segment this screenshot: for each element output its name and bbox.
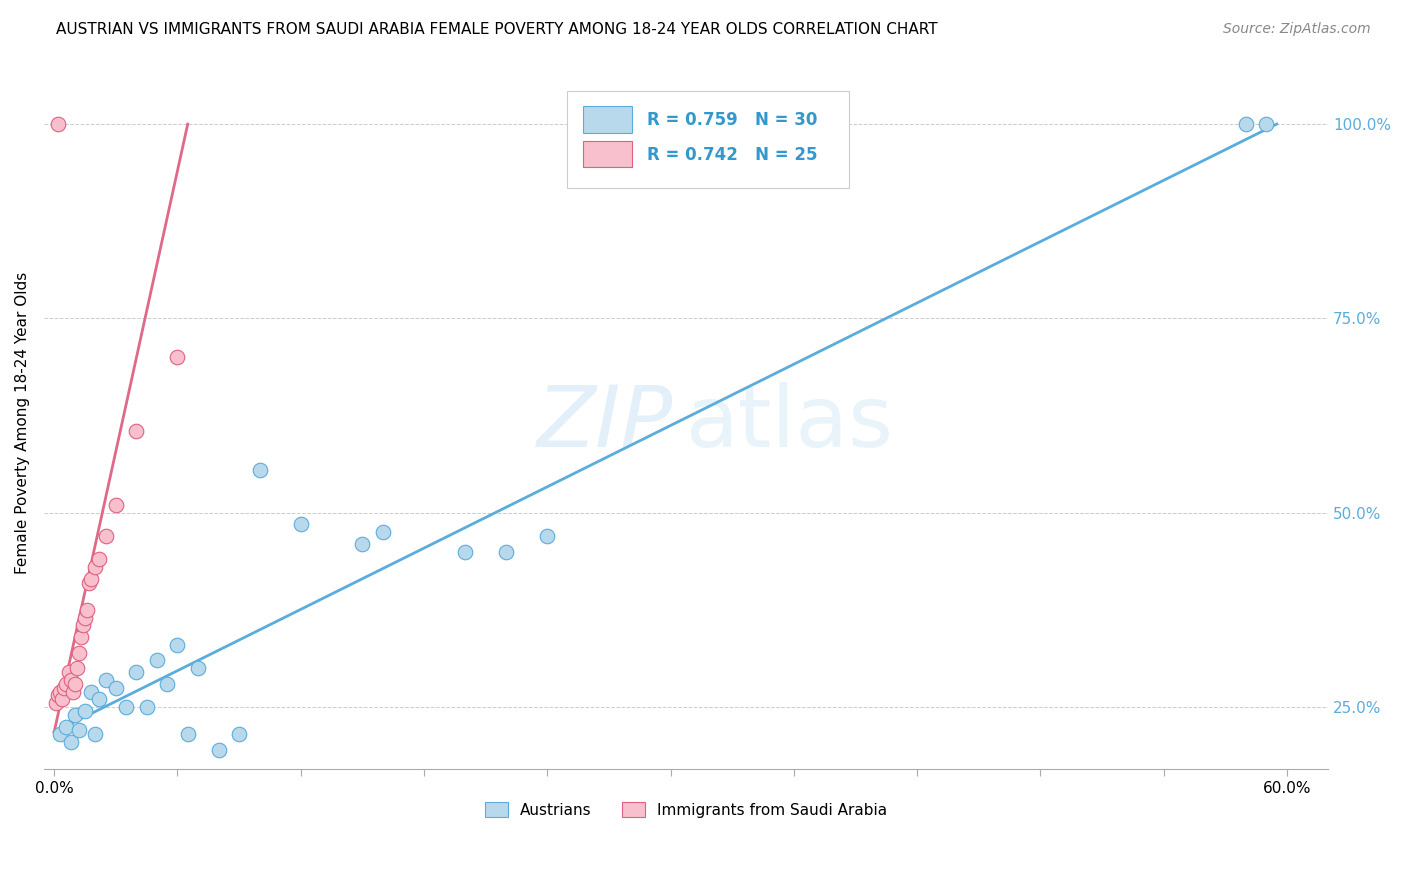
- Point: [135, 700, 157, 714]
- Point: [63, 677, 86, 691]
- Point: [77, 575, 100, 590]
- Point: [89, 692, 111, 706]
- Point: [59, 673, 82, 687]
- Point: [166, 638, 188, 652]
- Text: R = 0.759   N = 30: R = 0.759 N = 30: [648, 112, 818, 129]
- Point: [824, 117, 846, 131]
- Text: Source: ZipAtlas.com: Source: ZipAtlas.com: [1223, 22, 1371, 37]
- Point: [55, 720, 77, 734]
- Point: [207, 743, 229, 757]
- Point: [45, 696, 67, 710]
- Point: [63, 707, 86, 722]
- Text: AUSTRIAN VS IMMIGRANTS FROM SAUDI ARABIA FEMALE POVERTY AMONG 18-24 YEAR OLDS CO: AUSTRIAN VS IMMIGRANTS FROM SAUDI ARABIA…: [56, 22, 938, 37]
- Point: [177, 727, 200, 741]
- Point: [94, 673, 117, 687]
- Point: [228, 727, 250, 741]
- Bar: [567, 91, 849, 188]
- Point: [249, 463, 271, 477]
- Point: [166, 351, 188, 365]
- Point: [53, 681, 76, 695]
- Point: [66, 661, 89, 675]
- Point: [46, 689, 69, 703]
- Point: [84, 727, 107, 741]
- Point: [495, 544, 517, 558]
- Point: [62, 684, 84, 698]
- Point: [89, 552, 111, 566]
- Point: [46, 117, 69, 131]
- Point: [49, 684, 72, 698]
- Text: ZIP: ZIP: [537, 382, 673, 465]
- Point: [352, 537, 374, 551]
- Point: [1234, 117, 1257, 131]
- Point: [80, 572, 103, 586]
- Point: [125, 665, 148, 680]
- Point: [156, 677, 179, 691]
- Point: [115, 700, 138, 714]
- Point: [94, 529, 117, 543]
- Point: [55, 677, 77, 691]
- Point: [146, 653, 169, 667]
- Point: [371, 525, 394, 540]
- Point: [290, 517, 312, 532]
- Point: [70, 630, 93, 644]
- Legend: Austrians, Immigrants from Saudi Arabia: Austrians, Immigrants from Saudi Arabia: [478, 796, 893, 824]
- Point: [104, 681, 127, 695]
- Point: [51, 692, 73, 706]
- Point: [67, 723, 90, 738]
- Point: [125, 424, 148, 438]
- Point: [1256, 117, 1278, 131]
- Point: [73, 704, 96, 718]
- Point: [67, 646, 90, 660]
- Point: [104, 498, 127, 512]
- Point: [536, 529, 558, 543]
- Point: [454, 544, 477, 558]
- Point: [76, 603, 98, 617]
- Text: atlas: atlas: [686, 382, 894, 465]
- Point: [73, 611, 96, 625]
- Bar: [583, 106, 633, 133]
- Text: R = 0.742   N = 25: R = 0.742 N = 25: [648, 146, 818, 164]
- Point: [59, 735, 82, 749]
- Y-axis label: Female Poverty Among 18-24 Year Olds: Female Poverty Among 18-24 Year Olds: [15, 272, 30, 574]
- Point: [72, 618, 94, 632]
- Bar: [583, 141, 633, 168]
- Point: [49, 727, 72, 741]
- Point: [84, 560, 107, 574]
- Point: [80, 684, 103, 698]
- Point: [187, 661, 209, 675]
- Point: [58, 665, 80, 680]
